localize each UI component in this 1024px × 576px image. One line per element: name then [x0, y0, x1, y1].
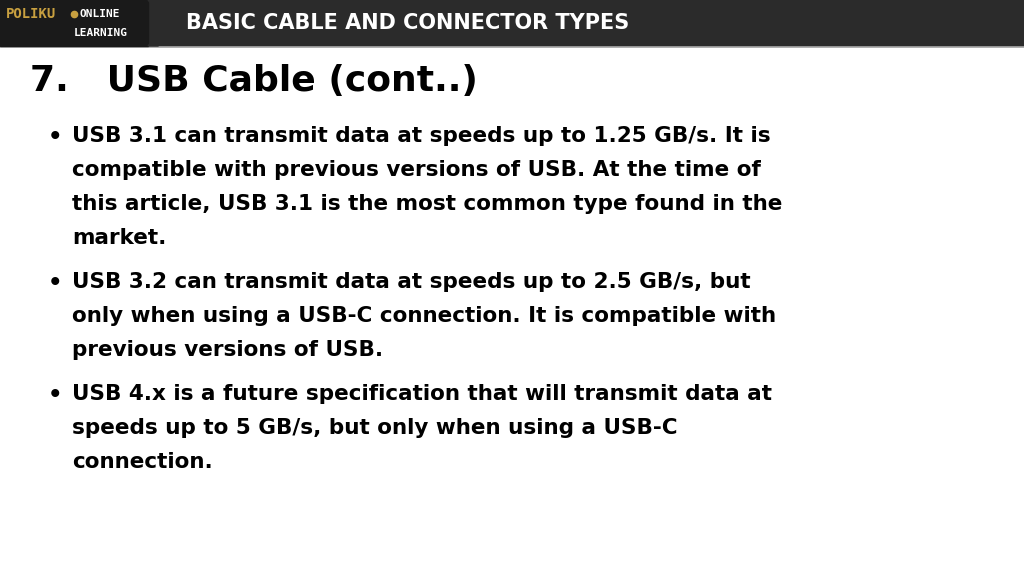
Text: 7.   USB Cable (cont..): 7. USB Cable (cont..) [30, 64, 478, 98]
Bar [0, 0, 148, 46]
Text: •: • [48, 126, 62, 149]
Text: USB 3.1 can transmit data at speeds up to 1.25 GB/s. It is: USB 3.1 can transmit data at speeds up t… [72, 126, 771, 146]
Text: only when using a USB-C connection. It is compatible with: only when using a USB-C connection. It i… [72, 306, 776, 326]
Bar [0, 0, 1024, 46]
Text: •: • [48, 272, 62, 295]
Text: connection.: connection. [72, 452, 213, 472]
Text: POLIKU: POLIKU [6, 7, 56, 21]
Text: USB 4.x is a future specification that will transmit data at: USB 4.x is a future specification that w… [72, 384, 772, 404]
Polygon shape [148, 0, 178, 46]
Text: market.: market. [72, 228, 166, 248]
Text: •: • [48, 384, 62, 407]
Text: speeds up to 5 GB/s, but only when using a USB-C: speeds up to 5 GB/s, but only when using… [72, 418, 678, 438]
Text: LEARNING: LEARNING [74, 28, 128, 38]
Text: compatible with previous versions of USB. At the time of: compatible with previous versions of USB… [72, 160, 761, 180]
Text: this article, USB 3.1 is the most common type found in the: this article, USB 3.1 is the most common… [72, 194, 782, 214]
Text: BASIC CABLE AND CONNECTOR TYPES: BASIC CABLE AND CONNECTOR TYPES [186, 13, 630, 33]
Text: ONLINE: ONLINE [80, 9, 121, 19]
Text: USB 3.2 can transmit data at speeds up to 2.5 GB/s, but: USB 3.2 can transmit data at speeds up t… [72, 272, 751, 292]
Text: previous versions of USB.: previous versions of USB. [72, 340, 383, 360]
